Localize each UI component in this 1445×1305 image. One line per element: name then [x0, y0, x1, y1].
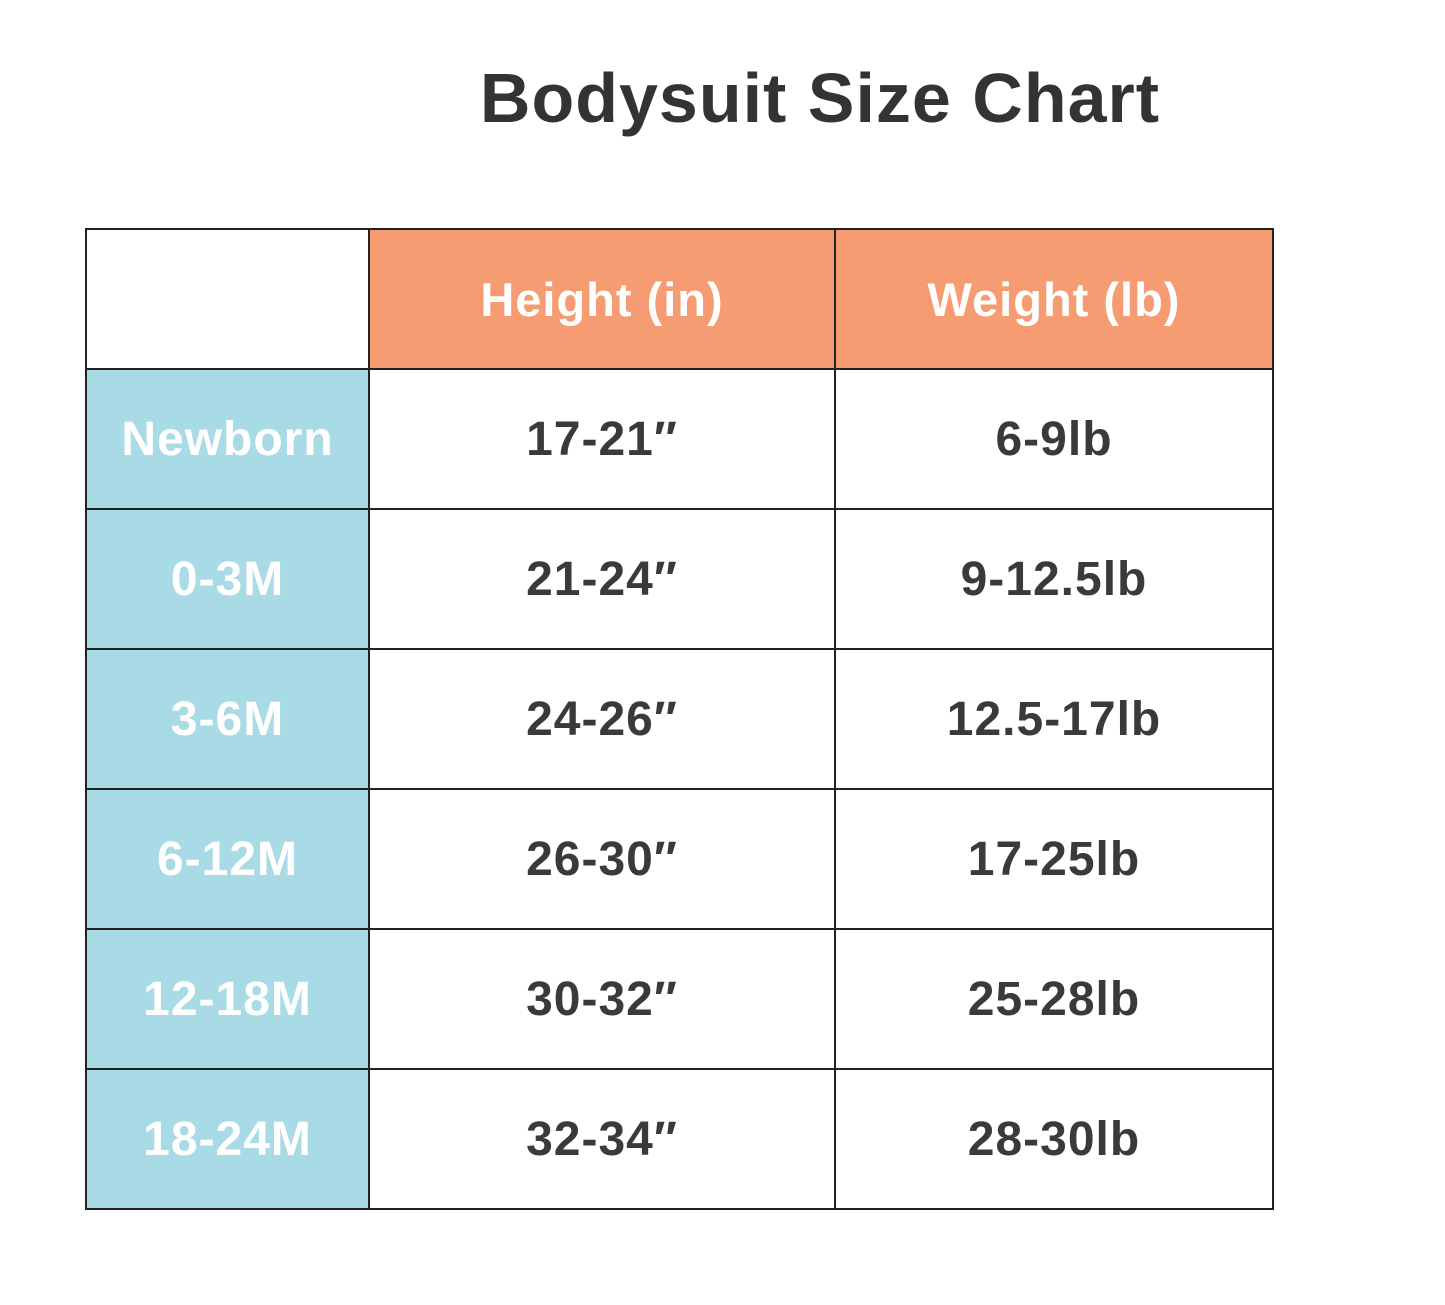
table-row-6-12m: 6-12M 26-30″ 17-25lb: [85, 788, 1274, 930]
height-cell: 30-32″: [368, 928, 836, 1070]
row-label-newborn: Newborn: [85, 368, 370, 510]
weight-cell: 28-30lb: [834, 1068, 1274, 1210]
weight-cell: 25-28lb: [834, 928, 1274, 1070]
table-row-newborn: Newborn 17-21″ 6-9lb: [85, 368, 1274, 510]
table-row-18-24m: 18-24M 32-34″ 28-30lb: [85, 1068, 1274, 1210]
height-cell: 21-24″: [368, 508, 836, 650]
column-header-height: Height (in): [368, 228, 836, 370]
weight-cell: 6-9lb: [834, 368, 1274, 510]
height-cell: 17-21″: [368, 368, 836, 510]
row-label-0-3m: 0-3M: [85, 508, 370, 650]
table-row-12-18m: 12-18M 30-32″ 25-28lb: [85, 928, 1274, 1070]
page-title: Bodysuit Size Chart: [479, 59, 1161, 137]
row-label-12-18m: 12-18M: [85, 928, 370, 1070]
row-label-3-6m: 3-6M: [85, 648, 370, 790]
height-cell: 32-34″: [368, 1068, 836, 1210]
corner-spacer-cell: [85, 228, 370, 370]
height-cell: 26-30″: [368, 788, 836, 930]
row-label-6-12m: 6-12M: [85, 788, 370, 930]
column-header-weight: Weight (lb): [834, 228, 1274, 370]
weight-cell: 17-25lb: [834, 788, 1274, 930]
header-row: Height (in) Weight (lb): [85, 228, 1274, 370]
height-cell: 24-26″: [368, 648, 836, 790]
table-row-3-6m: 3-6M 24-26″ 12.5-17lb: [85, 648, 1274, 790]
weight-cell: 9-12.5lb: [834, 508, 1274, 650]
weight-cell: 12.5-17lb: [834, 648, 1274, 790]
table-row-0-3m: 0-3M 21-24″ 9-12.5lb: [85, 508, 1274, 650]
row-label-18-24m: 18-24M: [85, 1068, 370, 1210]
size-table: Height (in) Weight (lb) Newborn 17-21″ 6…: [85, 228, 1274, 1210]
